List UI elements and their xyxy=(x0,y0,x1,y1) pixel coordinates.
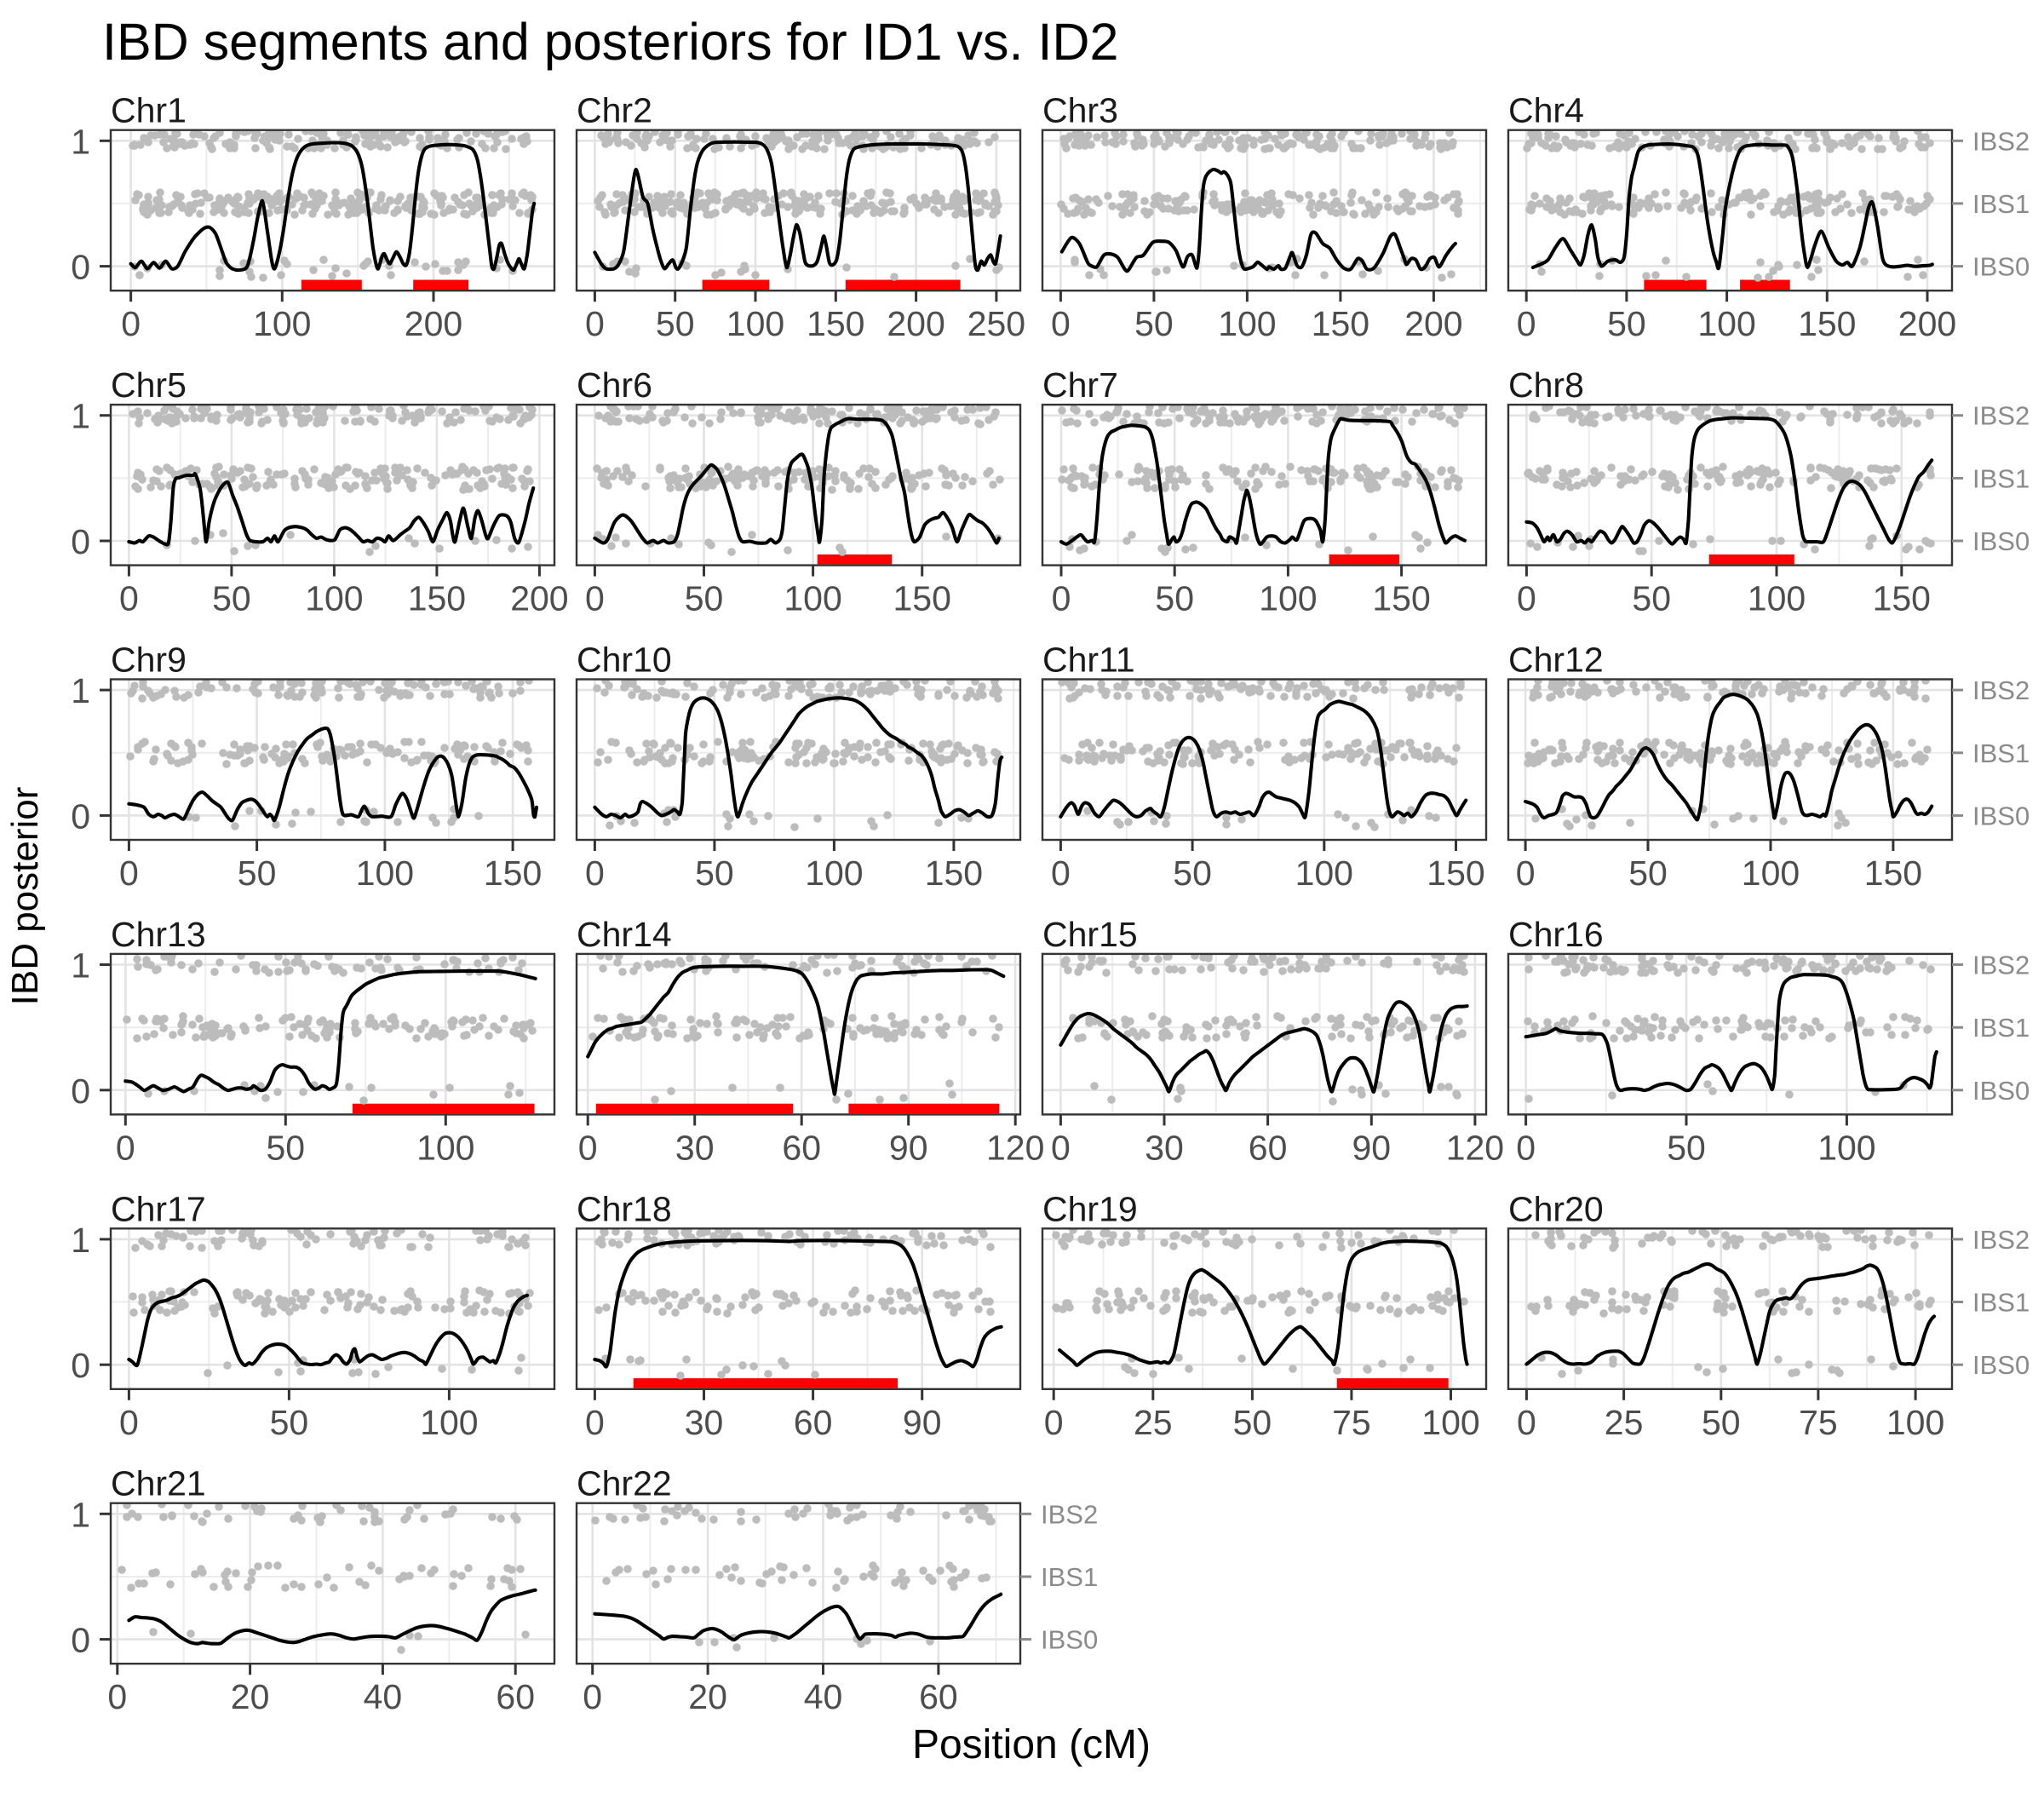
svg-text:0: 0 xyxy=(1052,579,1071,618)
svg-text:0: 0 xyxy=(71,522,90,561)
svg-text:100: 100 xyxy=(1697,304,1755,343)
svg-text:150: 150 xyxy=(893,579,950,618)
svg-text:100: 100 xyxy=(1748,579,1806,618)
svg-text:50: 50 xyxy=(212,579,251,618)
svg-text:1: 1 xyxy=(71,671,90,710)
svg-text:60: 60 xyxy=(782,1128,821,1167)
svg-text:100: 100 xyxy=(253,304,311,343)
svg-text:0: 0 xyxy=(119,579,139,618)
svg-text:1: 1 xyxy=(71,122,90,161)
svg-text:0: 0 xyxy=(71,796,90,836)
svg-text:0: 0 xyxy=(1517,579,1536,618)
svg-text:200: 200 xyxy=(1404,304,1462,343)
svg-text:150: 150 xyxy=(1312,304,1369,343)
svg-text:120: 120 xyxy=(986,1128,1044,1167)
svg-text:100: 100 xyxy=(805,853,863,893)
svg-text:Chr13: Chr13 xyxy=(111,915,206,954)
svg-text:0: 0 xyxy=(578,1128,598,1167)
svg-text:Chr2: Chr2 xyxy=(577,91,652,130)
svg-text:100: 100 xyxy=(784,579,841,618)
svg-text:Chr6: Chr6 xyxy=(577,365,652,405)
svg-text:IBD segments and posteriors fo: IBD segments and posteriors for ID1 vs. … xyxy=(102,13,1118,71)
svg-text:Chr11: Chr11 xyxy=(1042,641,1135,680)
svg-text:0: 0 xyxy=(1051,853,1071,893)
svg-text:0: 0 xyxy=(121,304,141,343)
svg-text:100: 100 xyxy=(1218,304,1276,343)
svg-text:Position (cM): Position (cM) xyxy=(912,1722,1151,1767)
svg-text:100: 100 xyxy=(305,579,363,618)
svg-text:150: 150 xyxy=(1798,304,1856,343)
svg-text:50: 50 xyxy=(656,304,695,343)
svg-text:60: 60 xyxy=(1249,1128,1288,1167)
svg-text:150: 150 xyxy=(408,579,466,618)
svg-text:0: 0 xyxy=(1516,853,1536,893)
svg-text:0: 0 xyxy=(1517,304,1536,343)
svg-text:200: 200 xyxy=(510,579,568,618)
svg-text:1: 1 xyxy=(71,397,90,436)
svg-text:0: 0 xyxy=(71,1072,90,1111)
svg-text:90: 90 xyxy=(1352,1128,1391,1167)
svg-text:50: 50 xyxy=(1632,579,1671,618)
svg-text:150: 150 xyxy=(484,853,542,893)
svg-text:150: 150 xyxy=(925,853,983,893)
svg-text:90: 90 xyxy=(889,1128,928,1167)
svg-text:200: 200 xyxy=(887,304,944,343)
svg-text:100: 100 xyxy=(726,304,784,343)
svg-text:0: 0 xyxy=(585,579,605,618)
svg-text:100: 100 xyxy=(416,1128,474,1167)
svg-text:0: 0 xyxy=(1051,304,1071,343)
svg-text:150: 150 xyxy=(1873,579,1931,618)
svg-text:Chr10: Chr10 xyxy=(577,641,672,680)
svg-text:Chr7: Chr7 xyxy=(1042,365,1118,405)
svg-text:Chr12: Chr12 xyxy=(1508,641,1604,680)
svg-text:50: 50 xyxy=(266,1128,305,1167)
svg-text:50: 50 xyxy=(685,579,724,618)
svg-text:50: 50 xyxy=(1628,853,1668,893)
svg-text:150: 150 xyxy=(1427,853,1484,893)
svg-text:200: 200 xyxy=(405,304,462,343)
svg-text:0: 0 xyxy=(71,248,90,287)
svg-text:50: 50 xyxy=(1155,579,1194,618)
svg-text:120: 120 xyxy=(1446,1128,1504,1167)
svg-text:100: 100 xyxy=(1742,853,1800,893)
svg-text:50: 50 xyxy=(1134,304,1174,343)
svg-text:Chr9: Chr9 xyxy=(111,641,187,680)
svg-text:Chr3: Chr3 xyxy=(1042,91,1118,130)
svg-text:30: 30 xyxy=(1145,1128,1184,1167)
svg-text:200: 200 xyxy=(1898,304,1956,343)
svg-text:0: 0 xyxy=(1051,1128,1071,1167)
svg-text:250: 250 xyxy=(967,304,1025,343)
svg-text:50: 50 xyxy=(695,853,734,893)
svg-text:Chr14: Chr14 xyxy=(577,915,672,954)
svg-text:1: 1 xyxy=(71,946,90,986)
svg-text:50: 50 xyxy=(1607,304,1646,343)
svg-text:30: 30 xyxy=(675,1128,715,1167)
svg-text:0: 0 xyxy=(119,853,139,893)
svg-text:50: 50 xyxy=(1173,853,1212,893)
svg-text:150: 150 xyxy=(1864,853,1922,893)
svg-text:IBD posterior: IBD posterior xyxy=(4,787,46,1006)
svg-text:0: 0 xyxy=(116,1128,135,1167)
svg-text:Chr5: Chr5 xyxy=(111,365,187,405)
svg-text:Chr8: Chr8 xyxy=(1508,365,1584,405)
svg-text:0: 0 xyxy=(585,304,605,343)
svg-text:50: 50 xyxy=(238,853,277,893)
svg-text:150: 150 xyxy=(1372,579,1430,618)
svg-text:Chr1: Chr1 xyxy=(111,91,187,130)
svg-text:Chr4: Chr4 xyxy=(1508,91,1584,130)
svg-text:150: 150 xyxy=(807,304,864,343)
svg-text:100: 100 xyxy=(1259,579,1317,618)
svg-text:100: 100 xyxy=(356,853,414,893)
svg-text:100: 100 xyxy=(1295,853,1353,893)
svg-text:0: 0 xyxy=(585,853,605,893)
svg-text:Chr15: Chr15 xyxy=(1042,915,1138,954)
